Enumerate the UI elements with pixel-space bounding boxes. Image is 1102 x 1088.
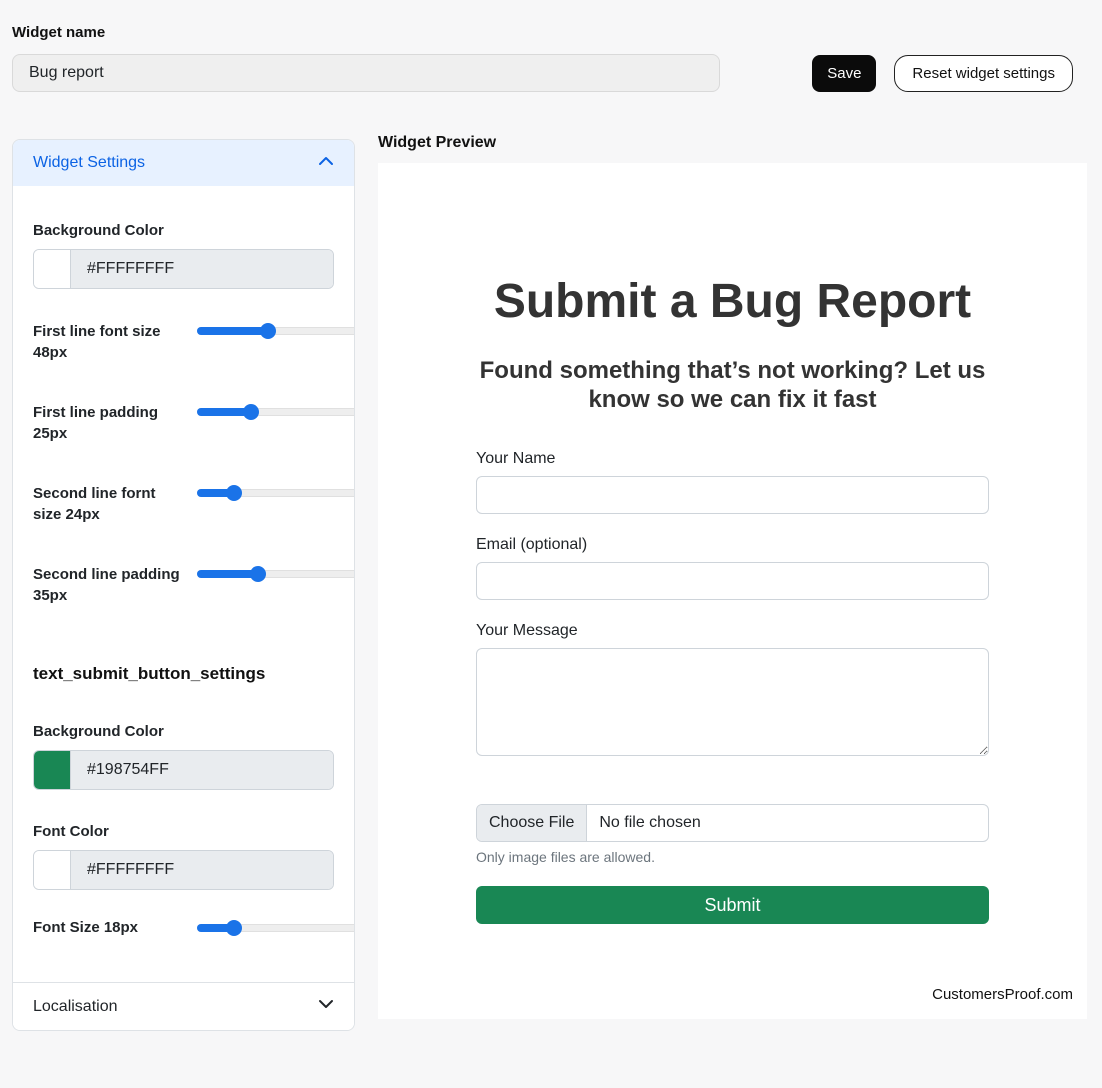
accordion-header-widget-settings[interactable]: Widget Settings <box>13 140 354 186</box>
widget-subheading: Found something that’s not working? Let … <box>479 356 986 414</box>
file-status-text: No file chosen <box>599 814 701 832</box>
color-swatch[interactable] <box>34 751 71 789</box>
email-input[interactable] <box>476 562 989 601</box>
submit-button-settings-title: text_submit_button_settings <box>33 664 266 683</box>
widget-preview-card: Submit a Bug Report Found something that… <box>378 163 1087 1019</box>
chevron-down-icon <box>318 996 334 1017</box>
reset-widget-settings-button[interactable]: Reset widget settings <box>894 54 1073 92</box>
chevron-up-icon <box>318 153 334 174</box>
color-value[interactable]: #FFFFFFFF <box>71 851 333 889</box>
slider-thumb[interactable] <box>259 323 276 339</box>
preview-column: Widget Preview Submit a Bug Report Found… <box>378 134 1087 1019</box>
email-label: Email (optional) <box>476 536 588 554</box>
submit-font-color-label: Font Color <box>33 823 109 840</box>
slider-row-font-size: Font Size 18px <box>33 917 354 938</box>
slider-label: First line padding 25px <box>33 404 159 442</box>
topbar: Widget name Save Reset widget settings <box>0 0 1102 92</box>
submit-background-color-input[interactable]: #198754FF <box>33 750 334 790</box>
slider-fill <box>197 570 258 578</box>
your-message-label: Your Message <box>476 622 578 640</box>
slider-fill <box>197 408 252 416</box>
slider-row-first-line-font-size: First line font size 48px <box>33 321 354 363</box>
accordion-header-localisation[interactable]: Localisation <box>13 982 354 1030</box>
slider-thumb[interactable] <box>226 919 243 936</box>
slider-fill <box>197 327 268 335</box>
branding-link[interactable]: CustomersProof.com <box>932 986 1073 1004</box>
first-line-padding-slider[interactable] <box>197 403 354 421</box>
your-message-textarea[interactable] <box>476 648 989 757</box>
background-color-label: Background Color <box>33 222 164 239</box>
bug-report-form: Your Name Email (optional) Your Message … <box>476 450 989 925</box>
your-name-input[interactable] <box>476 476 989 515</box>
slider-row-second-line-font-size: Second line fornt size 24px <box>33 483 354 525</box>
submit-background-color-label: Background Color <box>33 723 164 740</box>
second-line-font-size-slider[interactable] <box>197 484 354 502</box>
submit-button[interactable]: Submit <box>476 886 989 925</box>
your-name-label: Your Name <box>476 450 556 468</box>
choose-file-button[interactable]: Choose File <box>477 805 588 842</box>
widget-settings-body: Background Color #FFFFFFFF First line fo… <box>13 186 354 982</box>
widget-heading: Submit a Bug Report <box>493 275 972 328</box>
slider-label: Second line fornt size 24px <box>33 485 156 523</box>
slider-label: Font Size 18px <box>33 919 139 936</box>
slider-thumb[interactable] <box>249 566 266 582</box>
slider-thumb[interactable] <box>226 485 243 501</box>
slider-label: Second line padding 35px <box>33 566 180 604</box>
color-value[interactable]: #FFFFFFFF <box>71 250 333 288</box>
color-swatch[interactable] <box>34 250 71 288</box>
color-swatch[interactable] <box>34 851 71 889</box>
first-line-font-size-slider[interactable] <box>197 322 354 340</box>
settings-accordion: Widget Settings Background Color #FFFFFF… <box>12 139 355 1031</box>
slider-thumb[interactable] <box>243 404 260 420</box>
slider-fill <box>197 923 235 932</box>
accordion-title: Widget Settings <box>33 154 146 171</box>
slider-row-first-line-padding: First line padding 25px <box>33 402 354 444</box>
slider-fill <box>197 489 235 497</box>
accordion-title: Localisation <box>33 997 118 1015</box>
save-button[interactable]: Save <box>812 54 877 92</box>
widget-name-label: Widget name <box>12 24 106 41</box>
submit-font-color-input[interactable]: #FFFFFFFF <box>33 850 334 890</box>
background-color-input[interactable]: #FFFFFFFF <box>33 249 334 289</box>
file-upload-input[interactable]: Choose File No file chosen <box>476 804 989 843</box>
second-line-padding-slider[interactable] <box>197 565 354 583</box>
slider-label: First line font size 48px <box>33 323 161 361</box>
color-value[interactable]: #198754FF <box>71 751 333 789</box>
slider-row-second-line-padding: Second line padding 35px <box>33 564 354 606</box>
file-hint-text: Only image files are allowed. <box>476 849 655 866</box>
widget-name-input[interactable] <box>12 54 720 92</box>
font-size-slider[interactable] <box>197 919 354 937</box>
preview-title: Widget Preview <box>378 134 497 151</box>
